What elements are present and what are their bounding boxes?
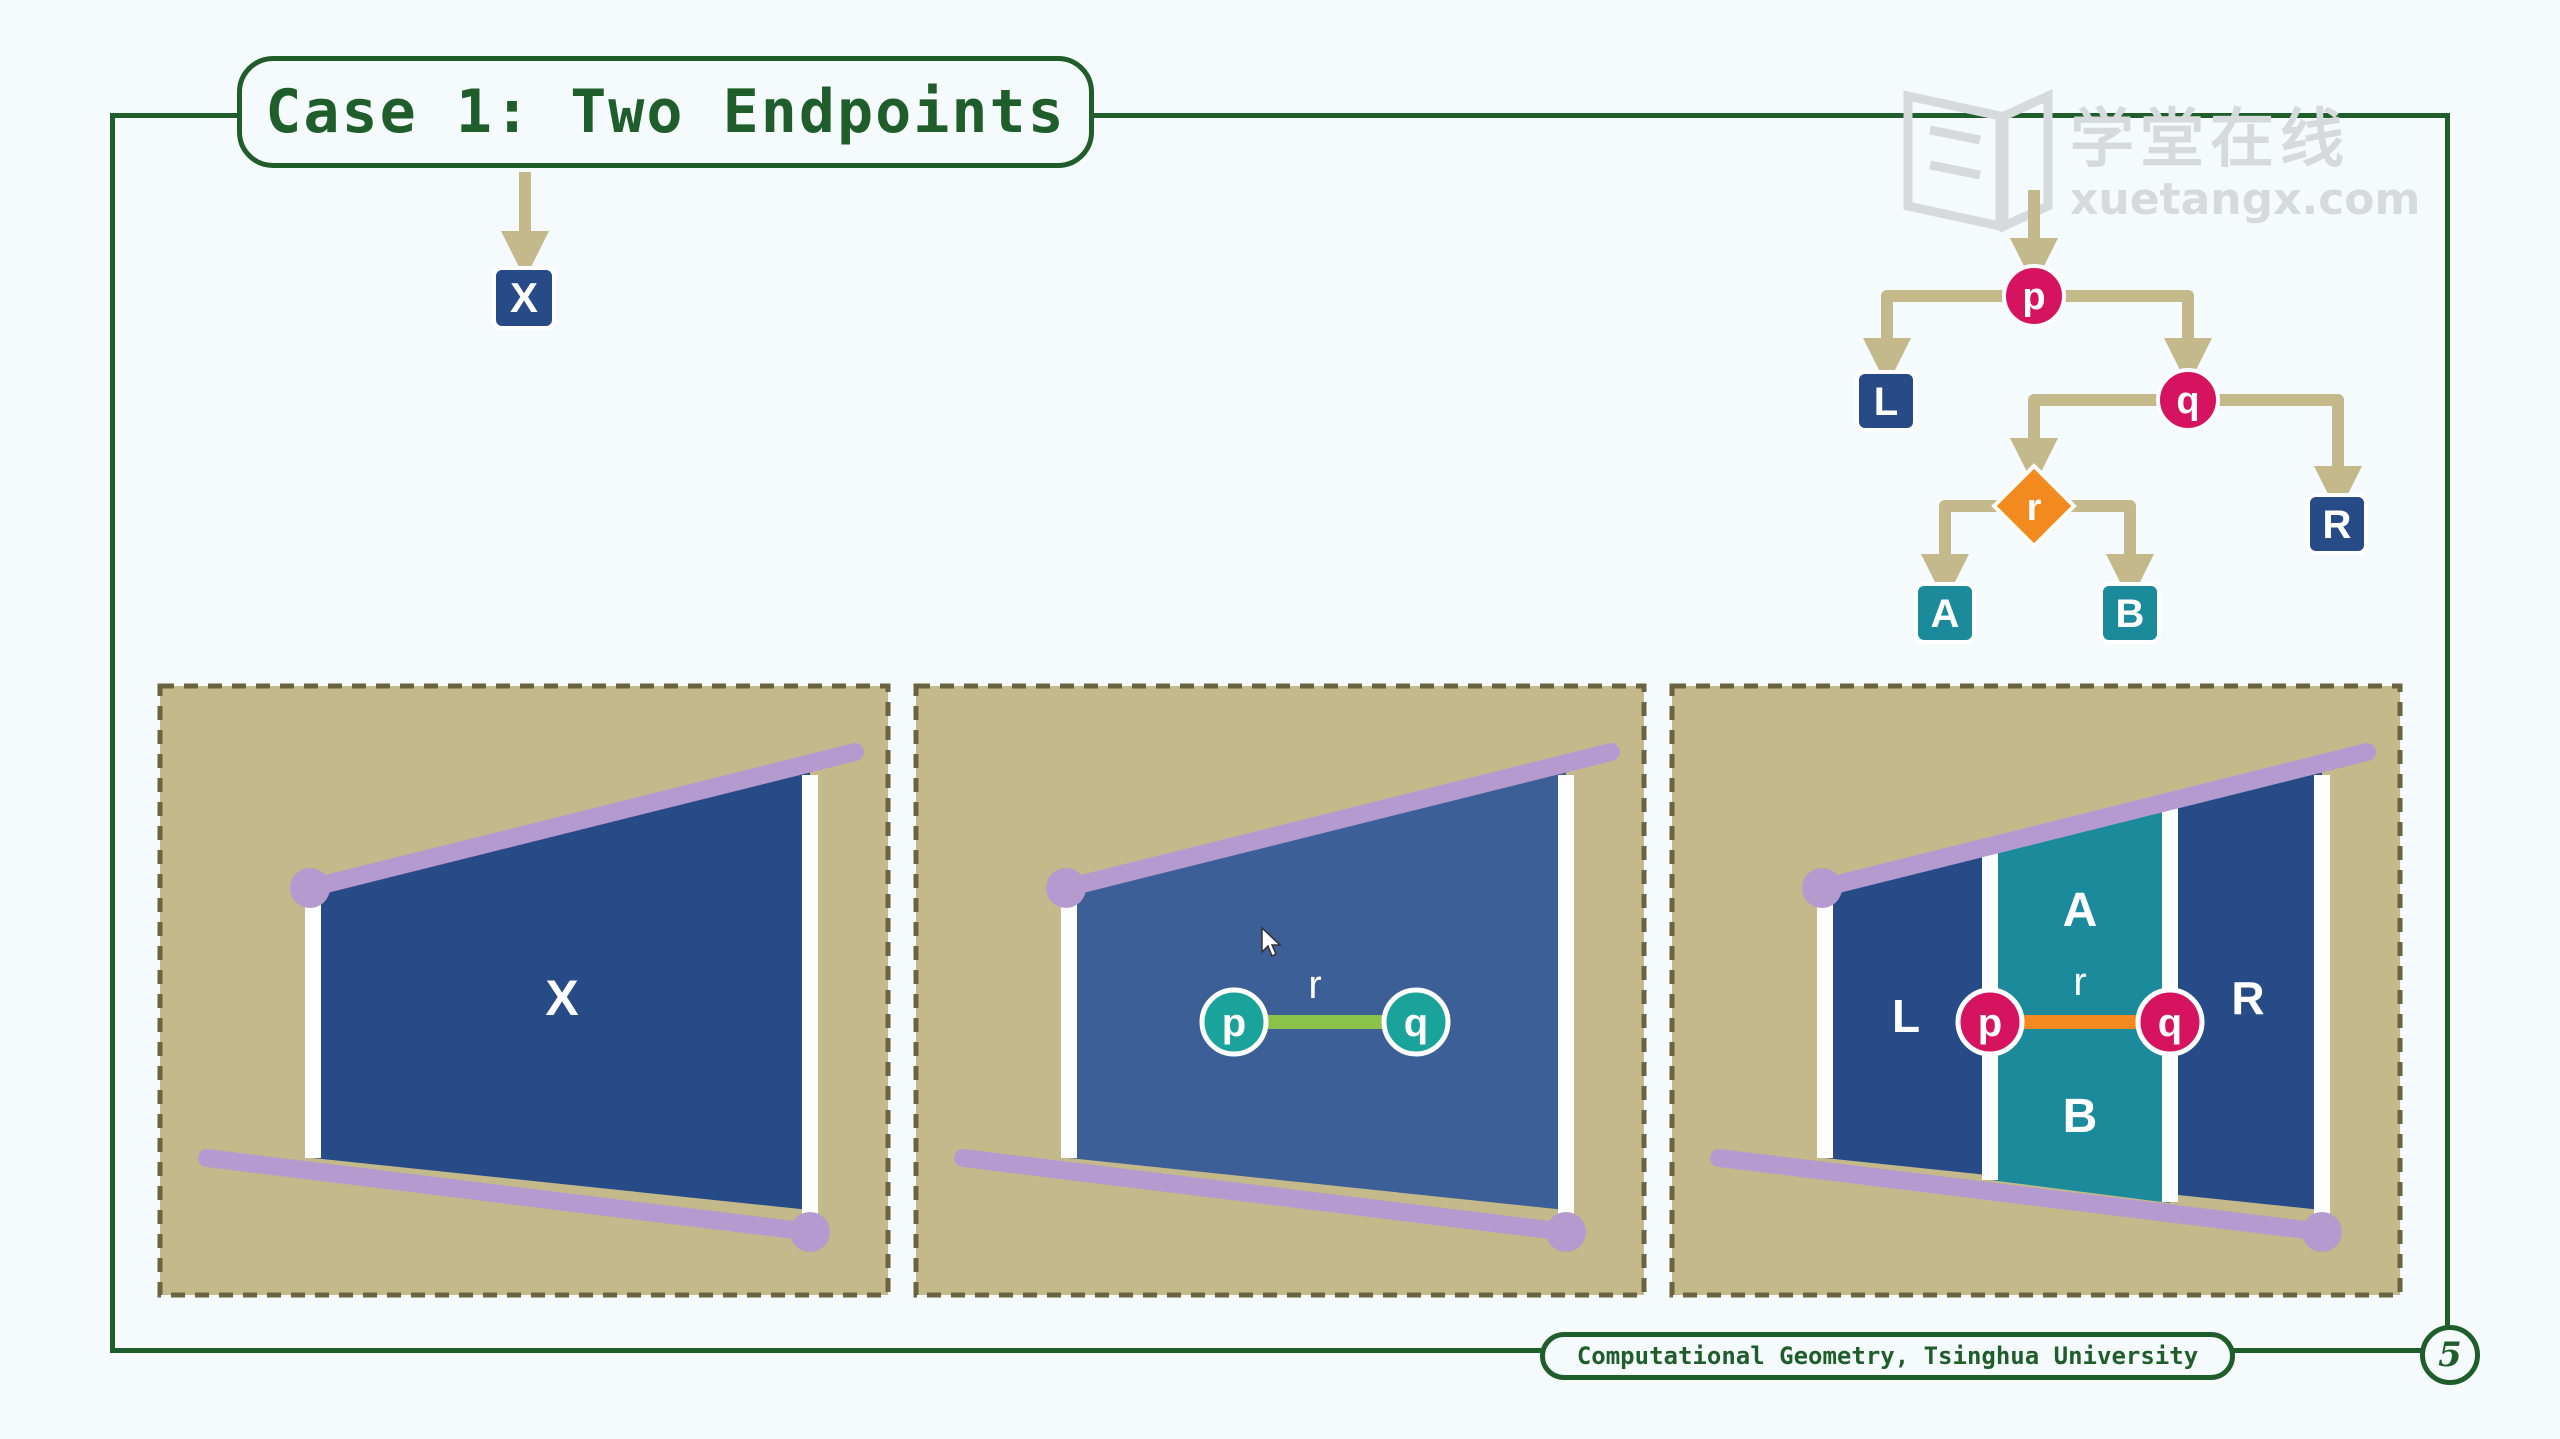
watermark-cn: 学堂在线: [2070, 103, 2350, 177]
panel-1-trapezoid: [313, 768, 810, 1210]
panel-3-node-q: [2135, 987, 2205, 1057]
panel-1-region-x: X: [545, 970, 578, 1026]
leaf-x-label: X: [510, 274, 538, 321]
panel-2-top-endpoint: [1046, 868, 1086, 908]
footer-credit: Computational Geometry, Tsinghua Univers…: [1576, 1342, 2199, 1370]
panel-3-label-p: p: [1978, 1001, 2002, 1045]
footer-box: Computational Geometry, Tsinghua Univers…: [1540, 1332, 2235, 1380]
panel-3-region-b: B: [2063, 1090, 2098, 1143]
panel-3-label-q: q: [2158, 1001, 2182, 1045]
right-tree: [1863, 190, 2362, 602]
panel-2-node-p: [1199, 987, 1269, 1057]
panel-3-region-r: R: [2231, 972, 2264, 1024]
cursor-icon: [1261, 926, 1282, 958]
node-r-diamond: [1991, 463, 2077, 549]
panel-3-bottom-segment: [1710, 1149, 2331, 1241]
left-tree: X: [492, 172, 556, 330]
watermark-en: xuetangx.com: [2070, 174, 2421, 225]
leaf-r-node: [2306, 493, 2368, 555]
q-to-rleaf-edge: [2188, 394, 2362, 514]
leaf-r-label: R: [2323, 503, 2352, 547]
title-box: Case 1: Two Endpoints: [237, 56, 1094, 168]
node-q: [2156, 368, 2220, 432]
watermark: 学堂在线 xuetangx.com: [2070, 88, 2420, 225]
panel-2-label-r: r: [1308, 963, 1321, 1007]
panel-3-node-p: [1955, 987, 2025, 1057]
watermark-logo: [1903, 89, 2053, 233]
node-q-label: q: [2176, 380, 2199, 422]
leaf-l-label: L: [1874, 380, 1898, 424]
q-to-r-edge: [2010, 394, 2188, 486]
panel-3-region-a: A: [2063, 884, 2098, 937]
panel-2-trapezoid: [1069, 768, 1566, 1210]
panel-2-bottom-segment: [954, 1149, 1575, 1241]
panel-3-region-l: L: [1892, 990, 1920, 1042]
p-to-q-edge: [2034, 290, 2212, 386]
panel-3-bottom-endpoint: [2302, 1212, 2342, 1252]
leaf-b-node: [2099, 582, 2161, 644]
panel-3-top-segment: [1813, 743, 2376, 897]
panel-3-middle-region: [1990, 805, 2170, 1203]
panel-1: X: [157, 683, 891, 1298]
panel-2-label-q: q: [1404, 1001, 1428, 1045]
panel-1-top-endpoint: [290, 868, 330, 908]
node-r-label: r: [2027, 487, 2042, 529]
node-p-label: p: [2022, 276, 2045, 318]
panel-3-top-endpoint: [1802, 868, 1842, 908]
leaf-a-label: A: [1931, 592, 1960, 636]
page-number: 5: [2420, 1325, 2480, 1385]
leaf-l-node: [1855, 370, 1917, 432]
panel-1-bottom-endpoint: [790, 1212, 830, 1252]
slide-frame: [110, 113, 2450, 1353]
leaf-x-node: [492, 266, 556, 330]
leaf-b-label: B: [2116, 592, 2145, 636]
panel-1-top-segment: [301, 743, 864, 897]
node-p: [2002, 264, 2066, 328]
panel-2-top-segment: [1057, 743, 1620, 897]
panel-3: p q r A B L R: [1669, 683, 2403, 1298]
page-title: Case 1: Two Endpoints: [265, 77, 1066, 147]
panel-2-node-q: [1381, 987, 1451, 1057]
panel-2: p q r: [913, 683, 1647, 1298]
panel-2-label-p: p: [1222, 1001, 1246, 1045]
panel-3-label-r: r: [2073, 960, 2086, 1004]
p-to-l-edge: [1863, 290, 2034, 386]
panel-1-bottom-segment: [198, 1149, 819, 1241]
leaf-a-node: [1914, 582, 1976, 644]
panel-2-bottom-endpoint: [1546, 1212, 1586, 1252]
